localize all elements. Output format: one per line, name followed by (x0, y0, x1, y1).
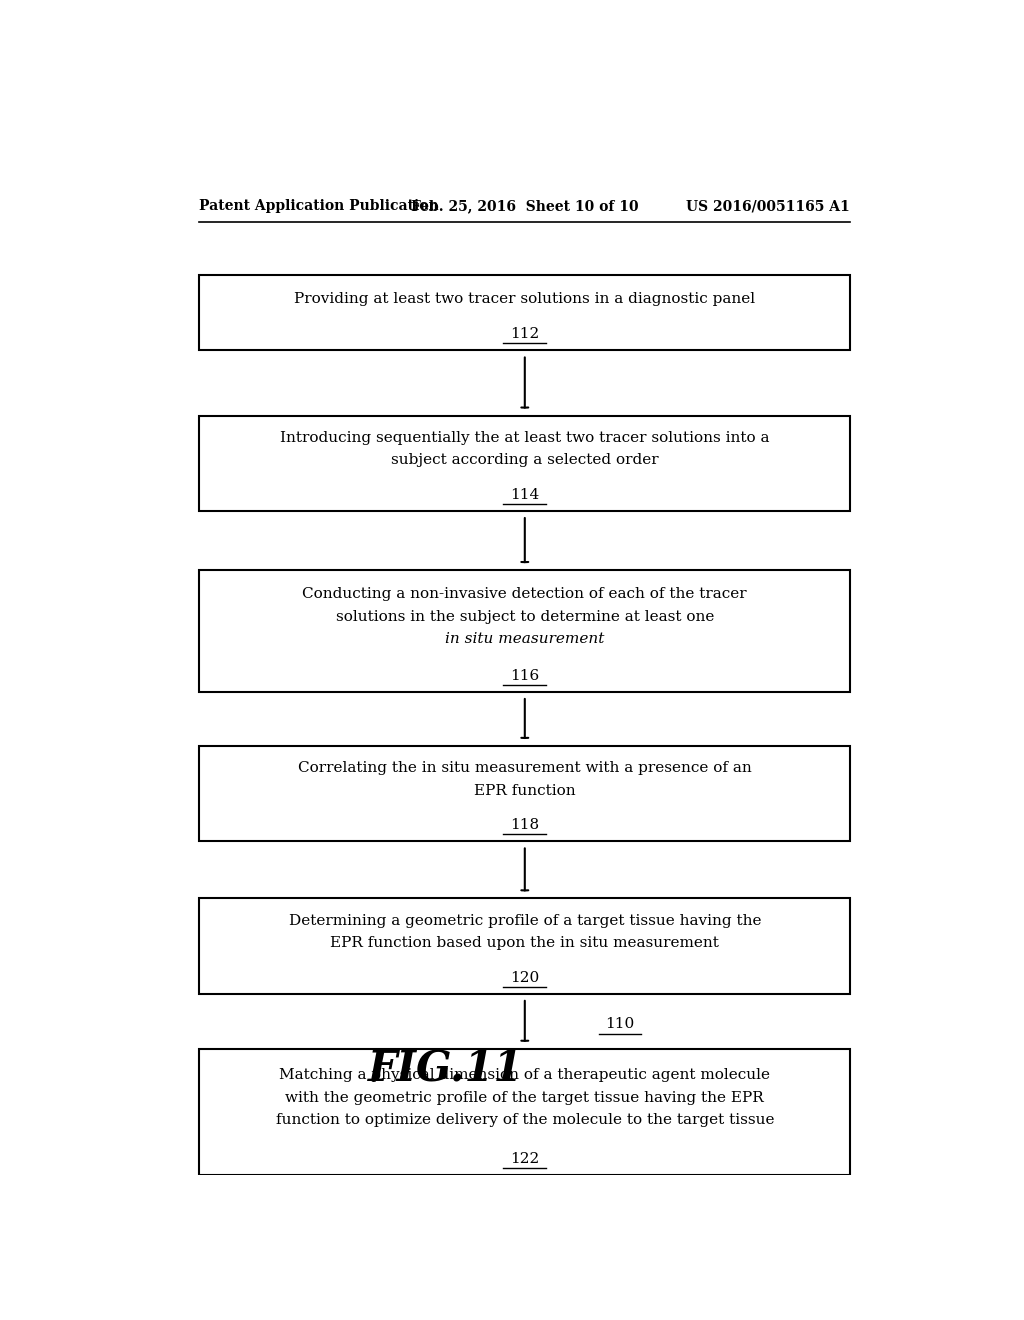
Text: Conducting a non-invasive detection of each of the tracer: Conducting a non-invasive detection of e… (302, 587, 748, 602)
Text: US 2016/0051165 A1: US 2016/0051165 A1 (686, 199, 850, 213)
Text: function to optimize delivery of the molecule to the target tissue: function to optimize delivery of the mol… (275, 1113, 774, 1127)
Text: 118: 118 (510, 818, 540, 832)
Text: FIG.11: FIG.11 (368, 1047, 523, 1089)
Text: EPR function: EPR function (474, 784, 575, 797)
Text: EPR function based upon the in situ measurement: EPR function based upon the in situ meas… (331, 936, 719, 950)
Bar (200, 899, 850, 994)
Text: 112: 112 (510, 327, 540, 342)
Text: Introducing sequentially the at least two tracer solutions into a: Introducing sequentially the at least tw… (280, 430, 770, 445)
Text: 116: 116 (510, 669, 540, 682)
Text: with the geometric profile of the target tissue having the EPR: with the geometric profile of the target… (286, 1090, 764, 1105)
Bar (200, 570, 850, 692)
Text: Matching a physical dimension of a therapeutic agent molecule: Matching a physical dimension of a thera… (280, 1068, 770, 1082)
Text: 110: 110 (605, 1018, 635, 1031)
Text: in situ measurement: in situ measurement (445, 632, 604, 647)
Bar (200, 1049, 850, 1175)
Text: 114: 114 (510, 488, 540, 502)
Text: 122: 122 (510, 1151, 540, 1166)
Text: Patent Application Publication: Patent Application Publication (200, 199, 439, 213)
Bar (200, 746, 850, 841)
Text: Providing at least two tracer solutions in a diagnostic panel: Providing at least two tracer solutions … (294, 292, 756, 306)
Bar (200, 416, 850, 511)
Text: solutions in the subject to determine at least one: solutions in the subject to determine at… (336, 610, 714, 624)
Text: Feb. 25, 2016  Sheet 10 of 10: Feb. 25, 2016 Sheet 10 of 10 (411, 199, 639, 213)
Text: Correlating the in situ measurement with a presence of an: Correlating the in situ measurement with… (298, 762, 752, 775)
Text: 120: 120 (510, 970, 540, 985)
Text: Determining a geometric profile of a target tissue having the: Determining a geometric profile of a tar… (289, 913, 761, 928)
Text: subject according a selected order: subject according a selected order (391, 453, 658, 467)
Bar (200, 276, 850, 351)
